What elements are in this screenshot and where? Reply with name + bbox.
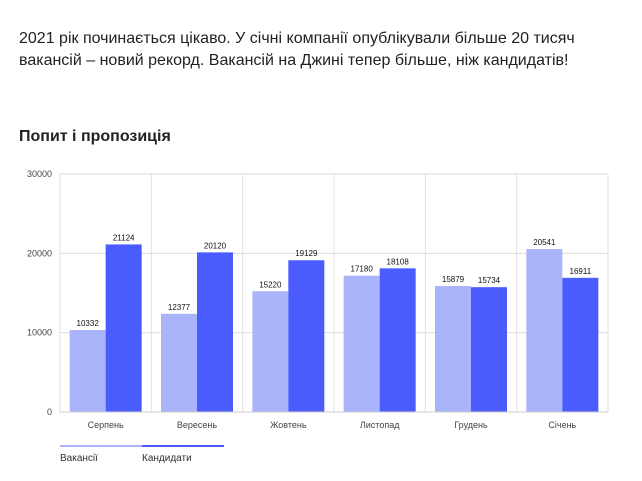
data-label: 12377 xyxy=(168,303,191,312)
legend-item-vacancies[interactable]: Вакансії xyxy=(60,445,142,464)
y-tick-label: 20000 xyxy=(27,248,52,258)
bar-candidates xyxy=(471,287,507,412)
data-label: 15879 xyxy=(442,275,465,284)
legend-item-candidates[interactable]: Кандидати xyxy=(142,445,224,464)
bar-vacancies xyxy=(343,275,380,412)
bar-vacancies xyxy=(435,286,471,412)
data-label: 20541 xyxy=(533,238,556,247)
bar-vacancies xyxy=(526,249,563,412)
data-label: 19129 xyxy=(295,249,318,258)
data-label: 15220 xyxy=(259,280,282,289)
data-label: 20120 xyxy=(204,241,227,250)
data-label: 21124 xyxy=(113,233,135,242)
bar-candidates xyxy=(288,260,325,412)
x-tick-label: Січень xyxy=(548,420,576,430)
data-label: 18108 xyxy=(387,257,410,266)
bar-candidates xyxy=(197,252,233,412)
legend-label-vacancies: Вакансії xyxy=(60,453,98,464)
chart-legend: Вакансії Кандидати xyxy=(60,445,224,464)
x-tick-label: Грудень xyxy=(454,420,488,430)
data-label: 15734 xyxy=(478,276,501,285)
bar-vacancies xyxy=(69,330,106,412)
bar-chart: 0 10000 20000 30000 10332 12377 15220 17180 1587… xyxy=(27,169,609,430)
bar-vacancies xyxy=(161,313,197,412)
bar-candidates xyxy=(562,277,599,412)
x-tick-label: Серпень xyxy=(88,420,124,430)
x-tick-label: Жовтень xyxy=(270,420,307,430)
legend-swatch-vacancies xyxy=(60,445,142,447)
data-label: 16911 xyxy=(570,267,592,276)
y-tick-label: 0 xyxy=(47,407,52,417)
y-tick-label: 10000 xyxy=(27,328,52,338)
intro-text: 2021 рік починається цікаво. У січні ком… xyxy=(19,30,575,69)
y-tick-label: 30000 xyxy=(27,169,52,179)
chart-title: Попит і пропозиція xyxy=(19,128,171,145)
legend-swatch-candidates xyxy=(142,445,224,447)
data-label: 10332 xyxy=(77,319,100,328)
bar-candidates xyxy=(379,268,416,412)
legend-label-candidates: Кандидати xyxy=(142,453,192,464)
bar-candidates xyxy=(105,244,142,412)
bar-vacancies xyxy=(252,291,289,412)
data-label: 17180 xyxy=(351,265,374,274)
x-tick-label: Вересень xyxy=(177,420,217,430)
x-tick-label: Листопад xyxy=(360,420,400,430)
